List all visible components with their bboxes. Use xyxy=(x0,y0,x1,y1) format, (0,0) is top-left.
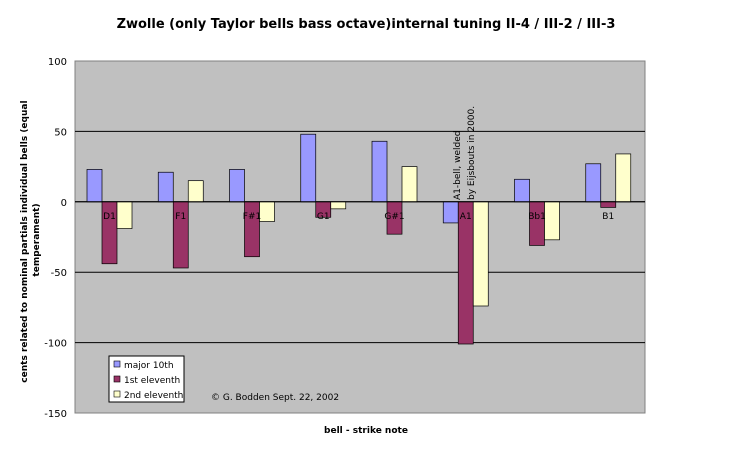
y-tick-label: 0 xyxy=(61,198,67,209)
bar-1st-eleventh-a1 xyxy=(457,201,474,345)
annotation-a1-bell: A1-bell, welded by Eijsbouts in 2000. xyxy=(453,106,477,200)
annotation-line-2: by Eijsbouts in 2000. xyxy=(467,106,477,200)
category-label-b1: B1 xyxy=(602,212,614,222)
y-tick-label: -100 xyxy=(44,339,67,350)
bar-2nd-eleventh-bb1 xyxy=(544,201,560,241)
x-axis-title: bell - strike note xyxy=(324,426,408,436)
category-label-g-1: G#1 xyxy=(384,212,404,222)
category-label-f-1: F#1 xyxy=(243,212,261,222)
y-axis-title: cents related to nominal partials indivi… xyxy=(20,97,42,382)
bar-major-10th-d1 xyxy=(86,169,103,203)
bar-2nd-eleventh-a1 xyxy=(472,201,489,307)
bar-major-10th-g-1 xyxy=(371,140,388,203)
legend-swatch-major-10th xyxy=(113,360,121,368)
y-tick-label: -150 xyxy=(44,409,67,420)
legend-box xyxy=(108,355,185,403)
chart-title: Zwolle (only Taylor bells bass octave)in… xyxy=(117,17,616,32)
bar-1st-eleventh-b1 xyxy=(600,201,617,208)
legend-swatch-2nd-eleventh xyxy=(113,390,121,398)
bar-major-10th-g1 xyxy=(300,133,317,203)
bar-major-10th-b1 xyxy=(585,163,602,203)
bar-major-10th-a1 xyxy=(442,201,459,224)
bar-2nd-eleventh-f-1 xyxy=(259,201,275,222)
bars xyxy=(86,133,632,345)
bar-2nd-eleventh-b1 xyxy=(615,153,632,203)
bar-1st-eleventh-bb1 xyxy=(529,201,545,246)
bar-major-10th-f1 xyxy=(157,171,174,203)
category-label-d1: D1 xyxy=(103,212,116,222)
category-label-f1: F1 xyxy=(175,212,186,222)
bar-1st-eleventh-f-1 xyxy=(244,201,260,258)
bar-2nd-eleventh-f1 xyxy=(187,180,204,203)
y-tick-label: 50 xyxy=(54,127,67,138)
y-tick-label: 100 xyxy=(48,57,67,68)
bar-2nd-eleventh-g-1 xyxy=(401,166,418,203)
legend-label-1st-eleventh: 1st eleventh xyxy=(124,376,180,386)
legend-swatch-1st-eleventh xyxy=(113,375,121,383)
category-label-g1: G1 xyxy=(317,212,330,222)
legend-label-major-10th: major 10th xyxy=(124,361,174,371)
bar-major-10th-f-1 xyxy=(229,169,245,203)
bar-2nd-eleventh-g1 xyxy=(330,201,347,210)
copyright-note: © G. Bodden Sept. 22, 2002 xyxy=(211,393,339,403)
annotation-line-1: A1-bell, welded xyxy=(453,131,463,200)
legend-label-2nd-eleventh: 2nd eleventh xyxy=(124,391,183,401)
bar-2nd-eleventh-d1 xyxy=(116,201,133,229)
y-tick-label: -50 xyxy=(51,268,67,279)
category-labels: D1 F1 F#1 G1 G#1 A1 Bb1 B1 xyxy=(103,212,614,222)
legend: major 10th 1st eleventh 2nd eleventh xyxy=(108,355,185,403)
y-tick-labels: 100 50 0 -50 -100 -150 xyxy=(44,57,67,420)
bar-major-10th-bb1 xyxy=(514,178,530,203)
category-label-bb1: Bb1 xyxy=(528,212,546,222)
category-label-a1: A1 xyxy=(460,212,472,222)
